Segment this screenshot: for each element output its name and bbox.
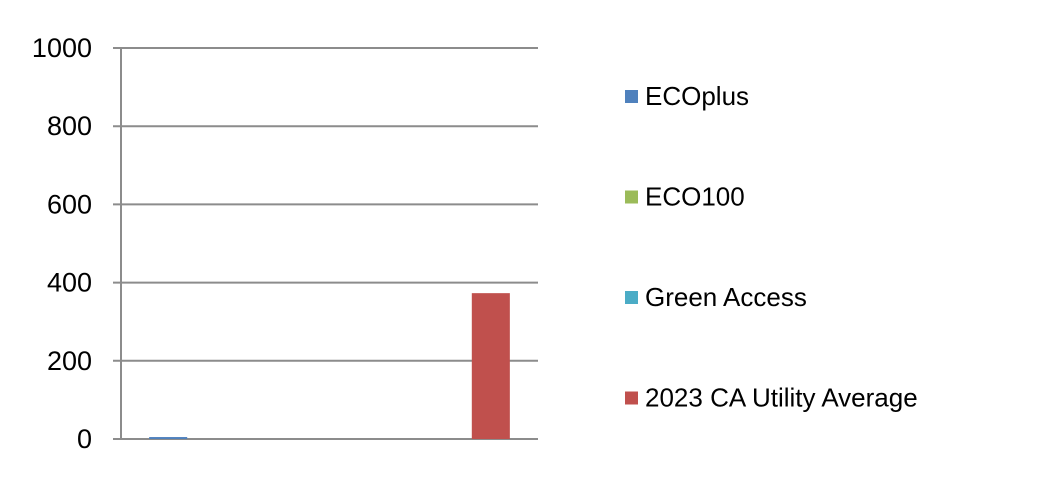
- legend-item: 2023 CA Utility Average: [625, 383, 918, 413]
- y-tick-label: 0: [77, 424, 92, 454]
- y-tick-label: 600: [47, 189, 92, 219]
- bar-ecoplus: [149, 437, 188, 439]
- legend-label: ECO100: [645, 182, 745, 212]
- legend-item: ECOplus: [625, 81, 749, 111]
- bar-2023-ca-utility-average: [471, 293, 510, 439]
- legend-item: Green Access: [625, 282, 807, 312]
- legend-label: Green Access: [645, 282, 807, 312]
- legend-swatch: [625, 190, 638, 204]
- legend-swatch: [625, 291, 638, 304]
- y-tick-label: 400: [47, 268, 92, 298]
- gridlines: [113, 47, 538, 440]
- y-axis: 0 200 400 600 800 1000: [32, 33, 122, 454]
- y-tick-label: 800: [47, 111, 92, 141]
- legend-label: ECOplus: [645, 81, 749, 111]
- legend-item: ECO100: [625, 182, 745, 212]
- y-tick-label: 200: [47, 346, 92, 376]
- legend-swatch: [625, 90, 638, 103]
- legend-label: 2023 CA Utility Average: [645, 383, 918, 413]
- y-tick-label: 1000: [32, 33, 92, 63]
- legend: ECOplus ECO100 Green Access 2023 CA Utility…: [625, 81, 918, 413]
- legend-swatch: [625, 391, 638, 405]
- bars: [149, 293, 510, 439]
